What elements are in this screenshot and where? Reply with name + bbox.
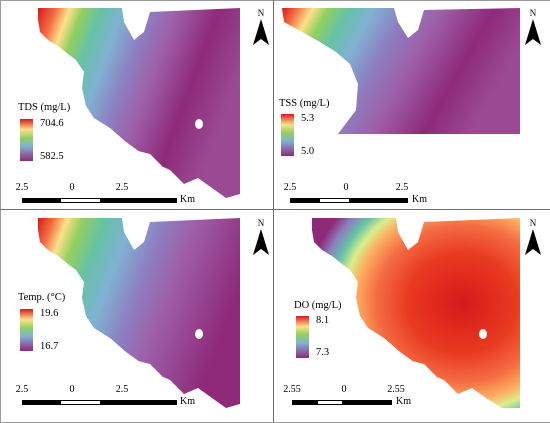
legend-min-value: 16.7 (40, 341, 59, 352)
tds-interpolation-map (38, 8, 240, 198)
legend-min-value: 5.0 (301, 146, 315, 157)
legend-max-value: 5.3 (301, 113, 315, 124)
legend-max-value: 19.6 (40, 308, 59, 319)
legend-max-value: 704.6 (40, 118, 64, 129)
map-panel-tds: N TDS (mg/L) 704.6 582.5 2.5 0 2.5 Km (2, 2, 272, 209)
tss-surface (282, 8, 520, 134)
map-panel-temperature: N Temp. (°C) 19.6 16.7 2.5 0 2.5 Km (2, 212, 272, 419)
temperature-surface (38, 218, 240, 408)
legend-color-ramp (281, 114, 294, 156)
map-panel-tss: N TSS (mg/L) 5.3 5.0 2.5 0 2.5 Km (276, 2, 546, 209)
north-arrow-icon (253, 19, 269, 45)
legend-max-value: 8.1 (316, 315, 330, 326)
tss-interpolation-map (282, 8, 520, 134)
map-panel-do: N DO (mg/L) 8.1 7.3 2.55 0 2.55 Km (276, 212, 546, 419)
legend-color-ramp (296, 316, 309, 358)
legend-title: TSS (mg/L) (279, 98, 330, 109)
north-arrow: N (524, 8, 542, 46)
do-surface (312, 218, 520, 408)
legend-color-ramp (20, 119, 33, 161)
temperature-interpolation-map (38, 218, 240, 408)
do-interpolation-map (312, 218, 520, 408)
legend-min-value: 582.5 (40, 151, 64, 162)
tds-surface (38, 8, 240, 198)
legend-title: TDS (mg/L) (18, 102, 71, 113)
north-arrow-icon (253, 229, 269, 255)
north-arrow: N (252, 8, 270, 46)
north-arrow-icon (525, 19, 541, 45)
legend-min-value: 7.3 (316, 347, 330, 358)
scale-bar: 2.5 0 2.5 Km (15, 384, 195, 407)
scale-bar: 2.55 0 2.55 Km (283, 384, 411, 407)
scale-bar: 2.5 0 2.5 Km (283, 182, 427, 205)
legend-title: DO (mg/L) (294, 300, 342, 311)
north-arrow: N (524, 218, 542, 256)
north-arrow: N (252, 218, 270, 256)
scale-bar: 2.5 0 2.5 Km (15, 182, 195, 205)
legend-title: Temp. (°C) (18, 292, 66, 303)
vertical-divider (273, 0, 274, 422)
horizontal-divider (0, 209, 550, 210)
legend-color-ramp (20, 309, 33, 351)
north-arrow-icon (525, 229, 541, 255)
